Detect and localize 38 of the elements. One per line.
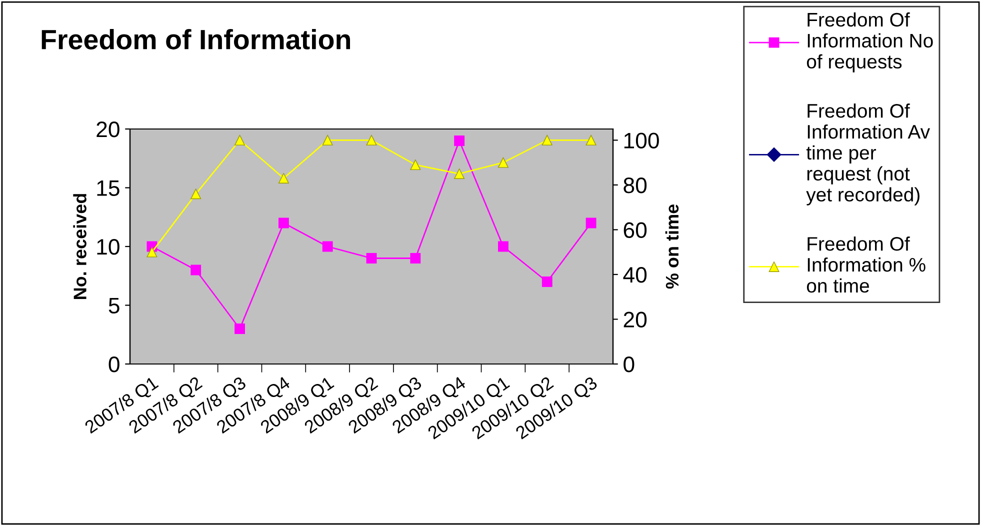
point (190, 188, 202, 200)
y-tick-label: 15 (97, 180, 120, 196)
point (234, 134, 245, 146)
point (366, 253, 377, 264)
y-axis-title: No. received (73, 194, 86, 299)
y2-axis-title: % on time (665, 204, 679, 289)
point (234, 324, 245, 334)
legend-label: Freedom Of Information Av time per request (not yet recorded) (806, 103, 930, 206)
point (586, 134, 596, 146)
point (542, 276, 552, 287)
y-tick-label: 20 (96, 122, 120, 138)
y2-tick-label: 40 (623, 267, 647, 283)
y-tick-label: 0 (108, 356, 120, 372)
point (410, 160, 421, 170)
point (278, 218, 289, 228)
legend-label: Freedom Of Information % on time (806, 236, 926, 293)
point (498, 241, 508, 252)
y2-tick-label: 20 (624, 312, 647, 328)
point (410, 253, 421, 264)
legend-label: Freedom Of Information No of requests (806, 12, 933, 72)
point (146, 246, 158, 258)
point (278, 173, 289, 184)
point (454, 168, 465, 179)
point (542, 134, 552, 146)
chart-title: Freedom of Information (42, 29, 350, 50)
point (586, 218, 596, 228)
y-tick-label: 5 (108, 298, 120, 314)
y2-tick-label: 60 (624, 222, 647, 238)
point (366, 134, 377, 146)
point (454, 136, 465, 146)
point (322, 134, 333, 146)
y2-tick-label: 100 (624, 132, 659, 148)
point (190, 264, 202, 276)
y-tick-label: 10 (97, 239, 120, 255)
y2-tick-label: 80 (624, 177, 647, 194)
point (322, 241, 333, 252)
point (498, 157, 508, 168)
y2-tick-label: 0 (624, 356, 634, 372)
